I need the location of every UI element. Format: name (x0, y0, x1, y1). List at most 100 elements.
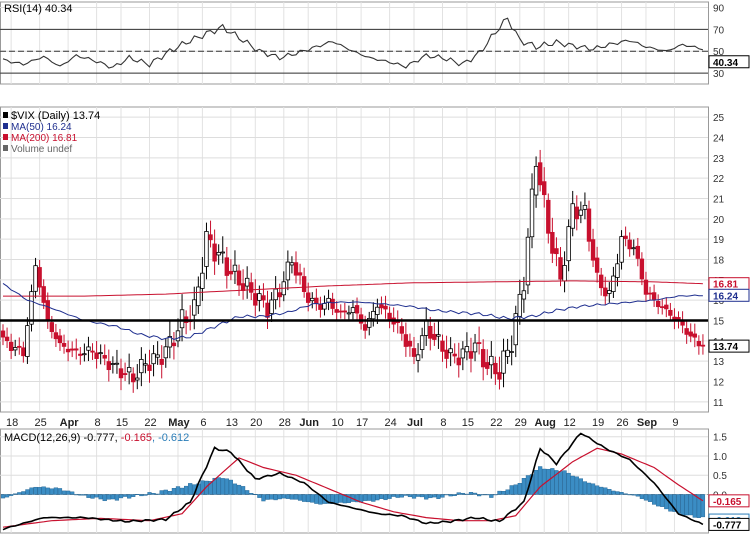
macd-histogram-bar (143, 494, 148, 496)
candle-body (13, 347, 18, 351)
macd-histogram-bar (0, 494, 6, 499)
macd-histogram-bar (436, 494, 441, 499)
macd-histogram-bar (562, 470, 567, 495)
candle-body (297, 272, 303, 276)
macd-histogram-bar (420, 494, 425, 498)
candle-body (688, 331, 693, 337)
macd-histogram-bar (692, 494, 697, 518)
macd-histogram-bar (570, 475, 575, 495)
price-tick-label: 22 (713, 174, 725, 185)
candle-body (594, 257, 600, 273)
candle-body (570, 203, 575, 229)
macd-histogram-bar (371, 494, 376, 502)
rsi-tick-label: 90 (713, 3, 725, 14)
macd-histogram-bar (94, 494, 99, 498)
candle-body (106, 361, 112, 371)
macd-histogram-bar (41, 486, 46, 495)
candle-body (318, 304, 323, 310)
date-axis: 18 25 Apr 8 15 22 May 6 13 20 28 Jun 10 17 24 Jul 8 15 22 2… (6, 417, 678, 429)
candle-body (407, 340, 413, 347)
macd-histogram-bar (110, 494, 115, 500)
macd-histogram-bar (432, 494, 437, 498)
macd-histogram-bar (411, 494, 417, 499)
macd-panel-frame (0, 428, 709, 534)
macd-histogram-bar (224, 478, 229, 495)
candle-body (509, 351, 514, 353)
macd-histogram-bar (249, 493, 254, 495)
macd-histogram-bar (603, 487, 608, 495)
macd-histogram-bar (78, 494, 83, 496)
candle-body (78, 353, 83, 356)
candle-body (590, 239, 596, 261)
candle-body (647, 292, 653, 295)
macd-histogram-bar (363, 494, 368, 501)
macd-title-part: , -0.612 (152, 432, 189, 444)
macd-histogram-bar (379, 494, 384, 499)
macd-histogram-bar (220, 478, 225, 495)
date-tick-label: Apr (60, 417, 80, 429)
macd-histogram-bar (444, 494, 449, 496)
price-tick-label: 20 (713, 215, 725, 226)
rsi-last-value-tag-text: 40.34 (713, 58, 738, 69)
macd-histogram-bar (538, 466, 543, 495)
candle-body (399, 326, 404, 334)
candle-body (232, 264, 238, 272)
macd-histogram-bar (122, 494, 128, 497)
macd-histogram-bar (586, 482, 592, 495)
candle-body (236, 270, 242, 286)
macd-histogram-bar (236, 484, 242, 495)
macd-line (2, 432, 704, 531)
macd-title-part: -0.165 (121, 432, 152, 444)
macd-histogram-bar (147, 492, 152, 495)
candle-body (240, 283, 246, 291)
date-tick-label: 22 (490, 417, 502, 429)
legend-swatch (3, 145, 8, 151)
candle-body (664, 304, 669, 310)
candle-body (415, 354, 421, 361)
candle-body (383, 305, 388, 310)
price-value-tag-1-box (708, 288, 750, 302)
macd-histogram-bar (367, 494, 372, 501)
macd-histogram-bar (17, 492, 22, 495)
rsi-panel-frame (0, 1, 709, 85)
macd-histogram-bar (139, 494, 144, 497)
candle-body (200, 272, 205, 289)
candle-body (493, 362, 498, 375)
candle-body (45, 300, 50, 322)
candle-body (212, 243, 217, 262)
macd-histogram-bar (269, 494, 274, 500)
candle-body (253, 293, 258, 306)
candle-body (456, 357, 461, 366)
macd-histogram-bar (334, 494, 339, 504)
date-tick-label: Aug (535, 417, 556, 429)
candle-body (273, 288, 278, 301)
candle-body (17, 345, 22, 348)
price-value-tag-0-text: 16.81 (713, 280, 738, 291)
candle-body (436, 334, 441, 337)
candle-body (244, 277, 250, 287)
macd-histogram-bar (297, 494, 303, 501)
candle-body (485, 362, 490, 369)
date-tick-label: 12 (564, 417, 576, 429)
macd-histogram-bar (302, 494, 307, 502)
candle-body (25, 325, 30, 357)
macd-histogram-bar (481, 494, 486, 496)
macd-histogram-bar (261, 494, 266, 502)
candle-body (82, 353, 87, 356)
macd-histogram-bar (489, 494, 494, 498)
macd-tick-label: 1.5 (713, 433, 727, 444)
macd-histogram-bar (656, 494, 661, 507)
macd-histogram-bar (550, 468, 555, 495)
macd-histogram-bar (200, 480, 205, 495)
candle-body (517, 293, 523, 317)
macd-value-tag-2-text: -0.777 (713, 520, 742, 531)
macd-histogram-bar (460, 492, 465, 495)
candle-body (476, 342, 482, 344)
macd-histogram-bar (188, 483, 193, 495)
date-tick-label: 17 (356, 417, 368, 429)
macd-histogram-bar (501, 491, 506, 495)
macd-histogram-bar (208, 481, 213, 495)
macd-histogram-bar (395, 494, 400, 498)
macd-histogram-bar (611, 490, 616, 495)
macd-histogram-bar (118, 494, 124, 499)
